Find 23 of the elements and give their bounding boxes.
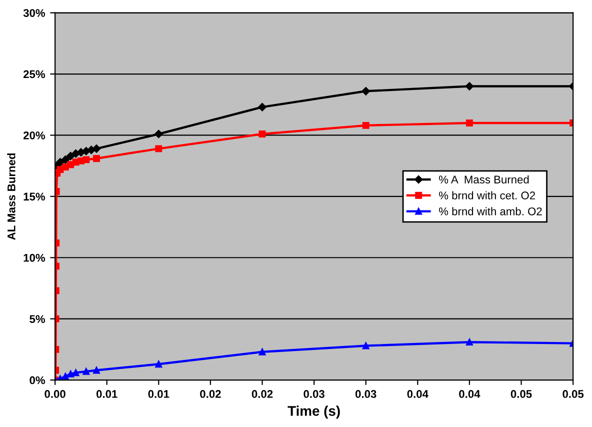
x-tick-label: 0.00	[44, 390, 66, 398]
x-tick-label: 0.01	[148, 390, 170, 398]
y-tick-label: 30%	[23, 9, 46, 17]
y-tick-label: 5%	[30, 315, 46, 323]
y-tick-label: 0%	[30, 376, 46, 384]
y-tick-label: 20%	[23, 131, 46, 140]
x-tick-label: 0.05	[510, 390, 532, 398]
x-tick-label: 0.04	[407, 390, 428, 398]
x-axis-title: Time (s)	[288, 406, 340, 419]
legend-label: % brnd with amb. O2	[438, 207, 542, 216]
x-tick-label: 0.03	[355, 390, 376, 398]
y-tick-label: 25%	[23, 70, 46, 78]
y-tick-label: 15%	[24, 192, 46, 201]
x-tick-label: 0.03	[304, 390, 324, 398]
x-tick-label: 0.05	[562, 390, 584, 398]
legend-label: % brnd with cet. O2	[438, 191, 535, 200]
legend-label: % A Mass Burned	[438, 175, 529, 184]
x-tick-label: 0.04	[459, 390, 480, 398]
y-axis-title: AL Mass Burned	[7, 153, 16, 240]
x-tick-label: 0.02	[200, 390, 221, 398]
y-tick-label: 10%	[24, 254, 46, 262]
x-tick-label: 0.02	[252, 390, 273, 398]
x-tick-label: 0.01	[96, 390, 118, 398]
